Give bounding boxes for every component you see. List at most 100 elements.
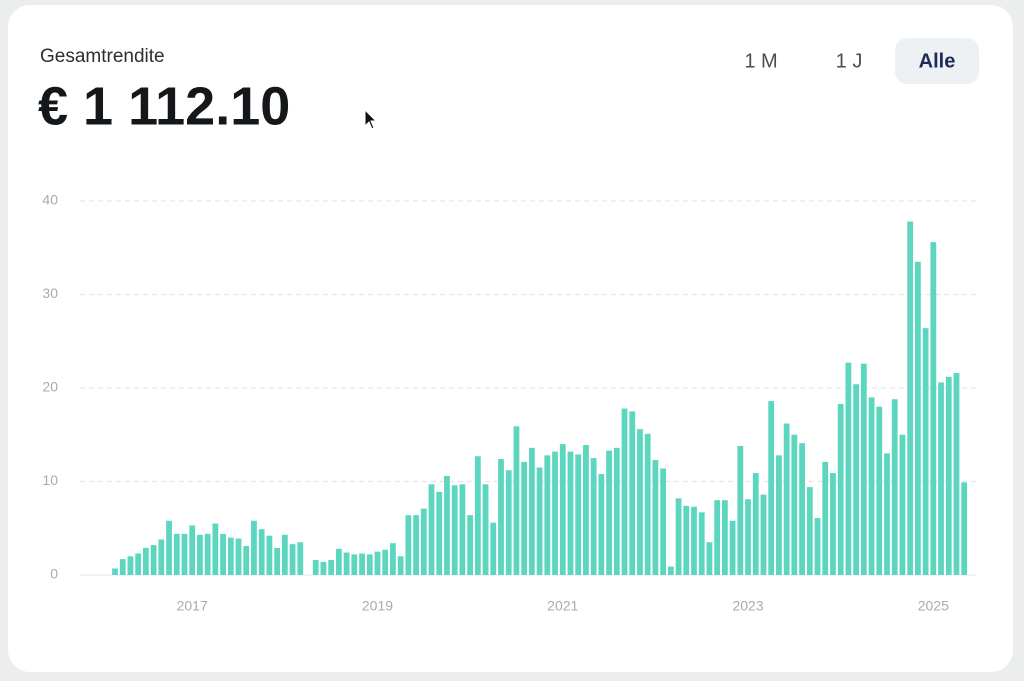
bar <box>390 543 396 575</box>
tab[interactable]: 1 J <box>836 50 863 72</box>
bar <box>590 458 597 575</box>
cursor <box>364 108 378 130</box>
bar <box>521 461 528 575</box>
bar <box>768 401 775 575</box>
bar <box>374 551 381 575</box>
bar <box>899 434 906 575</box>
bar <box>289 544 296 575</box>
bar <box>799 443 805 575</box>
bar <box>575 454 582 575</box>
x-tick-label: 2025 <box>918 598 949 614</box>
total-amount: € 1 112.10 <box>38 76 290 136</box>
bar <box>150 545 157 575</box>
bar <box>783 423 790 575</box>
bar <box>876 406 883 575</box>
bar <box>791 434 798 575</box>
bar <box>884 453 890 575</box>
bar <box>806 487 813 575</box>
bar <box>544 455 551 575</box>
bar <box>436 491 443 575</box>
bar <box>490 522 497 575</box>
bar <box>189 525 196 575</box>
bar <box>127 556 134 575</box>
bar <box>637 429 643 575</box>
bar <box>243 546 250 575</box>
y-tick-label: 0 <box>50 566 58 582</box>
bar <box>498 459 504 575</box>
bar <box>474 456 481 575</box>
bar <box>413 515 419 575</box>
bar <box>938 382 944 575</box>
bar <box>930 242 937 575</box>
bar <box>173 533 180 575</box>
bar <box>945 376 952 575</box>
bar <box>721 500 728 575</box>
bar <box>776 455 782 575</box>
x-tick-label: 2019 <box>362 598 393 614</box>
y-tick-label: 20 <box>42 379 58 395</box>
bar <box>737 445 744 575</box>
bar <box>729 520 736 575</box>
bar <box>335 548 342 575</box>
bar <box>922 328 929 575</box>
bar <box>652 459 659 575</box>
bar <box>675 498 682 575</box>
bar <box>644 433 651 575</box>
bar <box>698 512 705 575</box>
bar <box>366 554 373 575</box>
bar <box>860 363 867 575</box>
bar <box>528 447 535 575</box>
bar <box>961 482 968 575</box>
tab[interactable]: 1 M <box>744 50 777 72</box>
bar <box>745 499 751 575</box>
bar <box>629 411 636 575</box>
bar <box>683 505 690 575</box>
bar <box>112 568 118 575</box>
bar <box>328 560 335 575</box>
bar <box>552 451 558 575</box>
bar <box>814 517 821 575</box>
tab[interactable]: Alle <box>919 50 956 72</box>
bar <box>281 534 288 575</box>
bar <box>135 553 142 575</box>
tab-active-bg <box>895 38 979 84</box>
bar <box>567 451 574 575</box>
bar <box>251 520 257 575</box>
bar <box>297 542 304 575</box>
bar <box>266 535 273 575</box>
bar <box>467 515 474 575</box>
bar <box>714 500 721 575</box>
bar <box>212 523 219 575</box>
chart: 0 10 20 30 40 2017 2019 2021 2023 2025 <box>42 192 976 614</box>
bar <box>359 553 365 575</box>
bar <box>914 261 921 575</box>
bar <box>181 533 188 575</box>
bar <box>204 533 211 575</box>
y-tick-label: 30 <box>42 285 58 301</box>
bar <box>822 461 829 575</box>
bar <box>158 539 165 575</box>
x-tick-label: 2023 <box>732 598 763 614</box>
bar <box>227 537 234 575</box>
bar <box>320 561 327 575</box>
y-tick-label: 40 <box>42 192 58 208</box>
bar <box>142 547 149 575</box>
bar <box>420 508 427 575</box>
bar <box>343 552 350 575</box>
bar <box>166 520 172 575</box>
bar <box>853 384 860 575</box>
bar <box>505 470 512 575</box>
bar <box>220 533 226 575</box>
bar <box>513 426 520 575</box>
bar <box>953 373 960 575</box>
bar <box>760 494 767 575</box>
bar <box>405 515 412 575</box>
bar <box>119 559 126 575</box>
bar <box>258 529 265 575</box>
bar <box>235 538 242 575</box>
bar <box>660 468 667 575</box>
bar <box>837 403 844 575</box>
bar <box>868 397 875 575</box>
bar <box>583 445 589 575</box>
